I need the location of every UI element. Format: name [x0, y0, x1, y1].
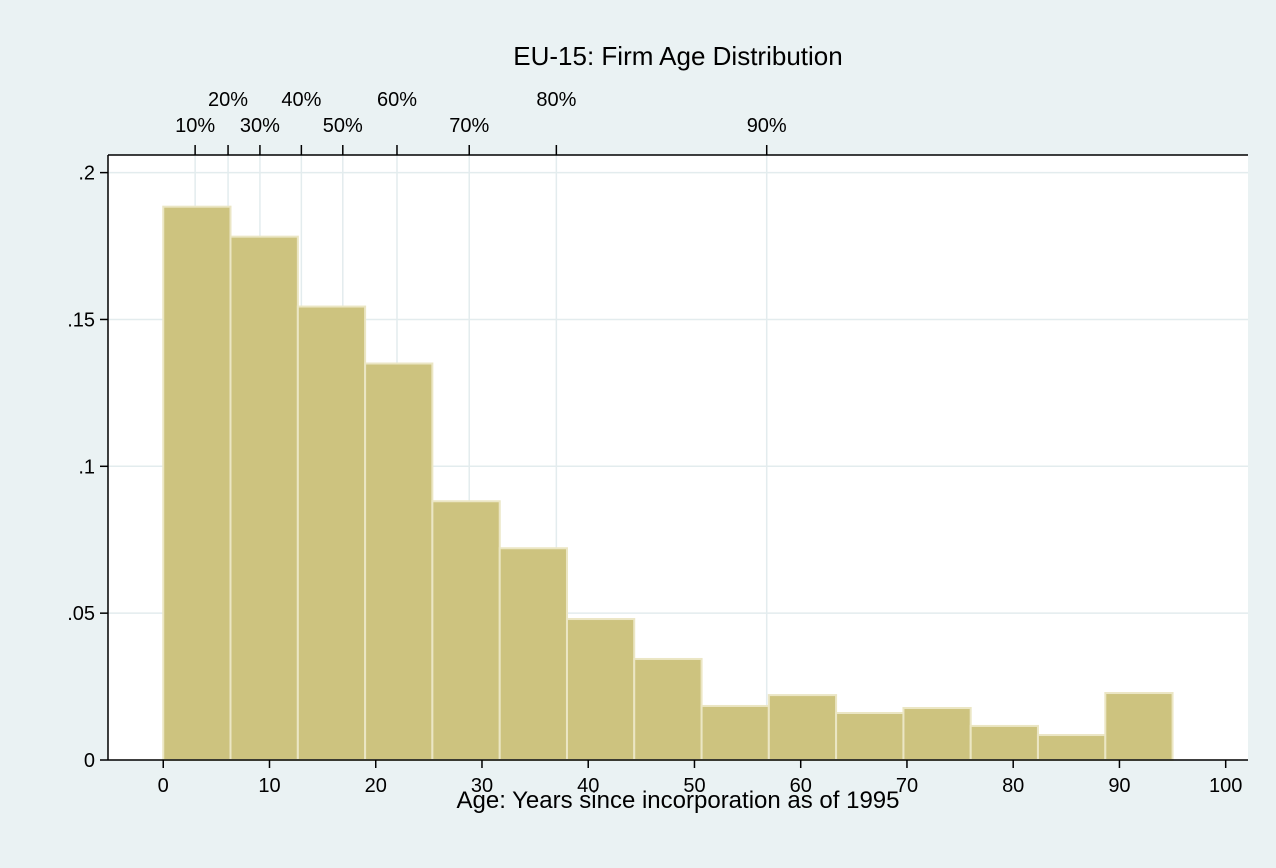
- bar: [1036, 734, 1107, 762]
- x-tick-label: 70: [896, 775, 918, 797]
- x-tick-label: 100: [1209, 775, 1242, 797]
- bar: [296, 305, 367, 761]
- bar: [835, 712, 905, 761]
- bar: [229, 235, 299, 761]
- x2-tick-label: 50%: [323, 115, 363, 137]
- bar: [902, 707, 972, 761]
- x-tick-label: 90: [1108, 775, 1130, 797]
- x-tick-label: 0: [158, 775, 169, 797]
- x2-tick-label: 80%: [536, 89, 576, 111]
- bar: [969, 724, 1039, 762]
- x2-tick-label: 10%: [175, 115, 215, 137]
- y-tick-label: .15: [67, 309, 95, 331]
- bar: [1104, 692, 1174, 761]
- y-tick-label: .2: [78, 163, 95, 185]
- x-tick-label: 40: [577, 775, 599, 797]
- y-tick-label: 0: [84, 750, 95, 772]
- x-tick-label: 50: [683, 775, 705, 797]
- x2-tick-label: 40%: [281, 89, 321, 111]
- bar: [431, 500, 501, 761]
- chart-title: EU-15: Firm Age Distribution: [513, 41, 842, 71]
- x2-tick-label: 60%: [377, 89, 417, 111]
- x-axis-title: Age: Years since incorporation as of 199…: [457, 787, 900, 814]
- bar: [700, 704, 770, 762]
- bar: [565, 618, 636, 761]
- x2-tick-label: 30%: [240, 115, 280, 137]
- y-tick-label: .1: [78, 456, 95, 478]
- y-tick-label: .05: [67, 603, 95, 625]
- x-tick-label: 80: [1002, 775, 1024, 797]
- x2-tick-label: 20%: [208, 89, 248, 111]
- x2-tick-label: 90%: [747, 115, 787, 137]
- bar: [767, 694, 838, 762]
- bar: [498, 547, 568, 761]
- x-tick-label: 10: [258, 775, 280, 797]
- bar: [162, 205, 232, 761]
- x2-tick-label: 70%: [449, 115, 489, 137]
- x-tick-label: 20: [365, 775, 387, 797]
- bar: [364, 362, 434, 761]
- bar: [633, 657, 703, 762]
- x-tick-label: 60: [790, 775, 812, 797]
- x-tick-label: 30: [471, 775, 493, 797]
